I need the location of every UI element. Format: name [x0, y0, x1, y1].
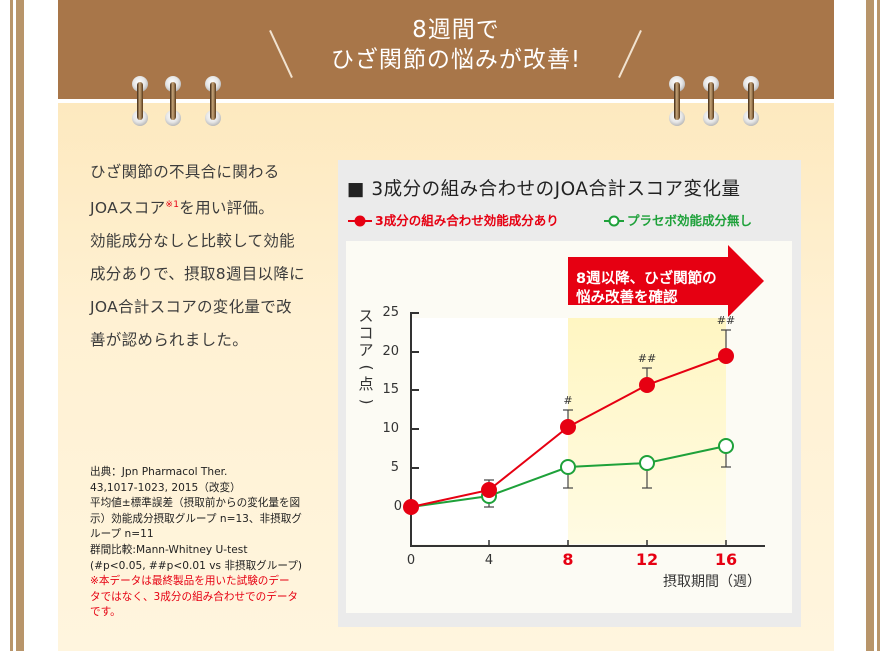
y-axis-ticks [411, 312, 419, 469]
x-tick-label-highlight: 8 [562, 550, 574, 569]
y-label-char: ス [358, 307, 374, 325]
disclaimer-line: ※本データは最終製品を用いた試験のデー [90, 575, 290, 588]
source-line: 出典：Jpn Pharmacol Ther. [90, 466, 228, 478]
legend-active: 3成分の組み合わせ効能成分あり [348, 210, 559, 229]
headline: 8週間で ひざ関節の悩みが改善! [280, 15, 632, 75]
x-axis-label: 摂取期間（週） [663, 574, 761, 590]
binder-ring-icon [132, 76, 148, 126]
disclaimer-line: です。 [90, 606, 121, 619]
headline-line-1: 8週間で [412, 17, 500, 43]
source-line: ループ n=11 [90, 528, 154, 541]
binder-ring-icon [205, 76, 221, 126]
chart-title: ■ 3成分の組み合わせのJOA合計スコア変化量 [347, 179, 741, 200]
intro-line: 成分ありで、摂取8週目以降に [90, 265, 305, 283]
intro-text: ひざ関節の不具合に関わる JOAスコア※1を用い評価。 効能成分なしと比較して効… [90, 156, 330, 357]
binder-ring-icon [703, 76, 719, 126]
decorative-line-right-outer [877, 0, 880, 651]
highlight-band [568, 318, 726, 544]
source-line: 示）効能成分摂取グループ n=13、非摂取グ [90, 512, 302, 525]
active-markers [403, 348, 734, 515]
callout-line-2: 悩み改善を確認 [576, 290, 678, 306]
y-tick-label: 5 [390, 460, 399, 475]
binder-ring-icon [165, 76, 181, 126]
header-divider [58, 99, 834, 103]
source-line: 平均値±標準誤差（摂取前からの変化量を図 [90, 497, 301, 510]
joa-score-term: JOAスコア [90, 199, 166, 217]
placebo-markers [481, 438, 734, 504]
y-tick-label: 15 [382, 382, 399, 397]
y-tick-label: 0 [393, 499, 402, 514]
decorative-line-left-outer [10, 0, 13, 651]
x-tick-label-highlight: 12 [635, 550, 659, 569]
open-circle-marker-icon [604, 215, 624, 227]
legend-placebo-label: プラセボ効能成分無し [627, 213, 753, 228]
legend-placebo: プラセボ効能成分無し [604, 210, 752, 229]
callout-arrow-icon [568, 245, 764, 317]
intro-line: 善が認められました。 [90, 331, 249, 349]
x-tick-label: 4 [484, 553, 494, 568]
source-line: 43,1017-1023, 2015（改変） [90, 481, 241, 494]
intro-line-tail: を用い評価。 [179, 199, 275, 217]
y-tick-label: 10 [382, 421, 399, 436]
placebo-error-bars [484, 446, 731, 508]
significance-mark: ## [716, 314, 736, 327]
source-notes: 出典：Jpn Pharmacol Ther. 43,1017-1023, 201… [90, 465, 330, 621]
decorative-line-left-inner [16, 0, 24, 651]
intro-line: ひざ関節の不具合に関わる [90, 163, 280, 181]
y-tick-label: 25 [382, 305, 399, 320]
disclaimer-line: タではなく、3成分の組み合わせでのデータ [90, 590, 299, 603]
significance-mark: # [563, 394, 573, 407]
y-label-char: ア [358, 341, 374, 359]
source-line: (#p<0.05, ##p<0.01 vs 非摂取グループ) [90, 559, 303, 572]
headline-line-2: ひざ関節の悩みが改善! [330, 47, 582, 73]
source-line: 群間比較:Mann-Whitney U-test [90, 543, 248, 556]
binder-ring-icon [669, 76, 685, 126]
x-axis-ticks [488, 540, 727, 546]
x-tick-label: 0 [406, 553, 416, 568]
y-label-char: コ [358, 324, 374, 342]
intro-line: 効能成分なしと比較して効能 [90, 232, 295, 250]
binder-ring-icon [743, 76, 759, 126]
x-tick-label-highlight: 16 [714, 550, 738, 569]
legend-active-label: 3成分の組み合わせ効能成分あり [375, 213, 559, 228]
y-label-char: ) [357, 398, 376, 405]
y-tick-label: 20 [382, 344, 399, 359]
intro-line: JOAスコア※1を用い評価。 [90, 189, 330, 225]
y-axis-label: ス コ ア ( 点 ) [357, 307, 376, 410]
filled-circle-marker-icon [348, 215, 372, 227]
intro-line: JOA合計スコアの変化量で改 [90, 298, 292, 316]
y-label-char: ( [357, 364, 376, 371]
footnote-mark: ※1 [165, 200, 180, 210]
callout-text: 8週以降、ひざ関節の 悩み改善を確認 [576, 270, 751, 308]
y-label-char: 点 [358, 375, 374, 393]
decorative-line-right-inner [866, 0, 874, 651]
significance-mark: ## [637, 352, 657, 365]
callout-line-1: 8週以降、ひざ関節の [576, 271, 717, 287]
